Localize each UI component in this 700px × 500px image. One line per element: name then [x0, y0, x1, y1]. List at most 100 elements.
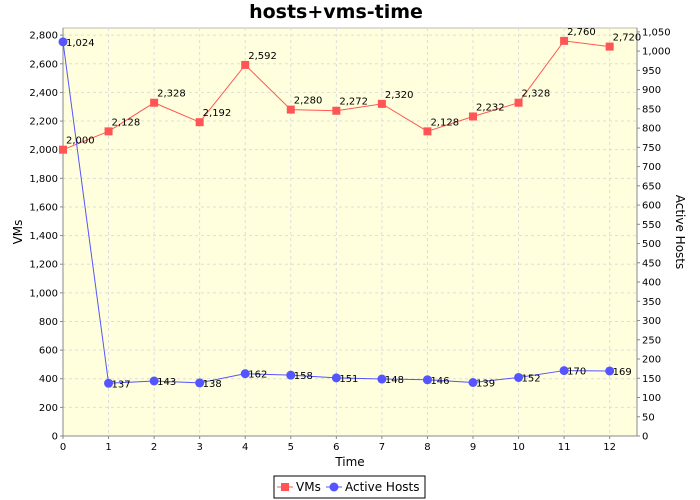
y-right-tick-label: 50 [642, 412, 655, 423]
vms-data-label: 2,000 [66, 136, 95, 147]
vms-point [377, 99, 386, 108]
y-right-tick-label: 400 [642, 278, 661, 289]
y-right-tick-label: 800 [642, 124, 661, 135]
y-left-tick-label: 1,000 [29, 288, 58, 299]
y-right-tick-label: 750 [642, 143, 661, 154]
x-tick-label: 10 [512, 442, 525, 453]
vms-data-label: 2,720 [613, 33, 642, 44]
active-hosts-data-label: 170 [567, 367, 586, 378]
y-right-tick-label: 250 [642, 335, 661, 346]
vms-data-label: 2,232 [476, 102, 505, 113]
active-hosts-data-label: 151 [339, 374, 358, 385]
active-hosts-point [195, 378, 205, 388]
legend-vms-label: VMs [296, 480, 321, 494]
vms-data-label: 2,320 [385, 90, 414, 101]
vms-data-label: 2,328 [522, 89, 551, 100]
active-hosts-data-label: 138 [203, 379, 222, 390]
vms-data-label: 2,760 [567, 27, 596, 38]
y-right-tick-label: 0 [642, 432, 648, 443]
y-right-tick-label: 850 [642, 104, 661, 115]
vms-point [605, 42, 614, 51]
active-hosts-data-label: 137 [112, 379, 131, 390]
y-right-tick-label: 600 [642, 201, 661, 212]
x-tick-label: 6 [333, 442, 339, 453]
x-tick-label: 1 [105, 442, 111, 453]
vms-point [560, 36, 569, 45]
y-right-tick-label: 150 [642, 374, 661, 385]
x-tick-label: 5 [288, 442, 294, 453]
x-tick-label: 0 [60, 442, 66, 453]
active-hosts-point [559, 366, 569, 376]
x-axis-label: Time [334, 455, 364, 469]
y-right-tick-label: 1,000 [642, 47, 671, 58]
legend: VMs Active Hosts [273, 475, 426, 499]
y-right-tick-label: 1,050 [642, 27, 671, 38]
vms-point [423, 127, 432, 136]
y-left-tick-label: 1,200 [29, 260, 58, 271]
y-left-tick-label: 200 [39, 403, 58, 414]
active-hosts-data-label: 148 [385, 375, 404, 386]
data-labels: 2,000 2,128 2,328 2,192 2,592 2,280 2,272 2,320… [66, 27, 641, 390]
y-right-tick-label: 300 [642, 316, 661, 327]
y-right-tick-label: 950 [642, 66, 661, 77]
y-left-tick-label: 800 [39, 317, 58, 328]
y-left-tick-label: 2,000 [29, 145, 58, 156]
legend-hosts-marker [329, 482, 339, 492]
y-left-tick-label: 2,400 [29, 88, 58, 99]
x-tick-label: 4 [242, 442, 248, 453]
y-left-tick-label: 400 [39, 374, 58, 385]
y-right-tick-label: 550 [642, 220, 661, 231]
vms-point [469, 112, 477, 121]
active-hosts-data-label: 162 [248, 370, 267, 381]
vms-data-label: 2,128 [112, 117, 141, 128]
active-hosts-data-label: 1,024 [66, 38, 95, 49]
active-hosts-data-label: 143 [157, 377, 176, 388]
y-right-tick-label: 200 [642, 355, 661, 366]
plot-area [62, 27, 638, 437]
active-hosts-point [149, 376, 159, 386]
y-left-tick-label: 2,800 [29, 31, 58, 42]
x-tick-label: 7 [379, 442, 385, 453]
vms-point [150, 98, 159, 107]
y-right-tick-label: 700 [642, 162, 661, 173]
x-tick-label: 2 [151, 442, 157, 453]
vms-data-label: 2,192 [203, 108, 232, 119]
x-tick-label: 3 [196, 442, 202, 453]
y-right-tick-label: 350 [642, 297, 661, 308]
legend-hosts-label: Active Hosts [345, 480, 420, 494]
active-hosts-point [422, 375, 432, 385]
x-tick-label: 11 [558, 442, 571, 453]
active-hosts-point [58, 37, 68, 47]
active-hosts-point [514, 372, 524, 382]
chart-title: hosts+vms-time [249, 1, 423, 23]
grid-lines [63, 28, 637, 436]
active-hosts-data-label: 146 [430, 376, 449, 387]
vms-point [195, 118, 204, 127]
x-tick-label: 8 [424, 442, 430, 453]
y-left-tick-label: 600 [39, 346, 58, 357]
vms-point [104, 127, 113, 136]
active-hosts-point [240, 369, 250, 379]
vms-point [241, 60, 250, 69]
y-left-tick-label: 1,600 [29, 202, 58, 213]
active-hosts-data-label: 158 [294, 371, 313, 382]
vms-point [514, 98, 523, 107]
legend-vms-marker [281, 483, 289, 491]
y-right-tick-label: 900 [642, 85, 661, 96]
y-axis-label-left: VMs [11, 220, 25, 245]
y-left-tick-label: 2,600 [29, 59, 58, 70]
active-hosts-point [286, 370, 296, 380]
active-hosts-data-label: 169 [613, 367, 632, 378]
active-hosts-point [331, 373, 341, 383]
x-tick-label: 12 [603, 442, 616, 453]
y-left-tick-label: 0 [52, 432, 58, 443]
vms-data-label: 2,280 [294, 96, 323, 107]
y-right-tick-label: 100 [642, 393, 661, 404]
x-tick-label: 9 [470, 442, 476, 453]
vms-data-label: 2,328 [157, 89, 186, 100]
active-hosts-data-label: 152 [522, 373, 541, 384]
y-left-tick-label: 1,400 [29, 231, 58, 242]
vms-data-label: 2,128 [430, 117, 459, 128]
vms-point [286, 105, 295, 114]
